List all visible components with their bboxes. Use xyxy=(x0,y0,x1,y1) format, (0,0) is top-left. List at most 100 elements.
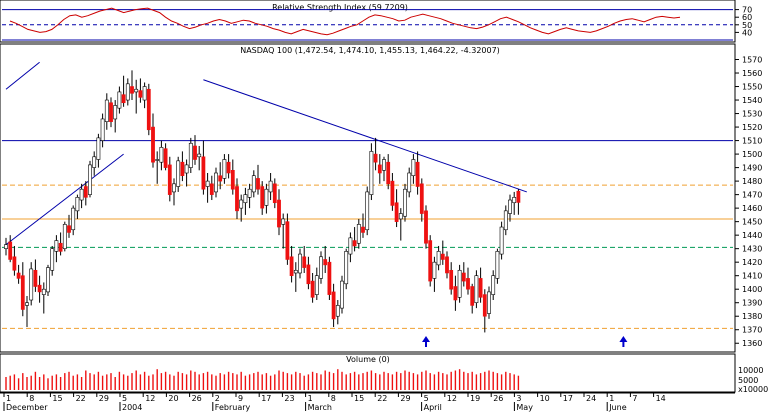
candle-body xyxy=(293,269,298,274)
candle-body xyxy=(432,261,437,279)
candle-body xyxy=(146,88,151,131)
candle-body xyxy=(130,86,134,94)
x-tick-label: 26 xyxy=(493,394,503,403)
price-tick-label: 1420 xyxy=(742,258,762,267)
price-axis: 1360 1370 1380 1390 1400 1410 1420 1430 1440 1450… xyxy=(735,56,762,348)
candle-body xyxy=(340,280,344,309)
candle-body xyxy=(58,242,63,252)
x-tick-label: 8 xyxy=(331,394,336,403)
candle-body xyxy=(12,256,17,271)
candle-body xyxy=(415,161,420,187)
candle-body xyxy=(369,151,374,195)
candle-body xyxy=(96,137,101,160)
month-label: March xyxy=(308,403,332,412)
candle-body xyxy=(209,183,214,195)
rsi-panel: Relative Strength Index (59.7209) 405060… xyxy=(0,0,752,43)
candle-body xyxy=(289,256,294,276)
candle-body xyxy=(41,288,46,295)
price-tick-label: 1400 xyxy=(742,285,762,294)
rsi-tick-label: 70 xyxy=(742,6,752,15)
candle-body xyxy=(188,142,193,168)
candle-body xyxy=(352,240,357,247)
candle-body xyxy=(503,210,508,231)
trendline xyxy=(203,79,527,193)
candle-body xyxy=(251,175,256,193)
candle-body xyxy=(377,164,382,174)
candle-body xyxy=(113,105,118,120)
candle-body xyxy=(474,275,479,304)
candle-body xyxy=(226,161,231,174)
x-tick-label: 29 xyxy=(99,394,109,403)
candle-body xyxy=(411,159,416,177)
candle-body xyxy=(512,197,517,204)
price-tick-label: 1460 xyxy=(742,204,762,213)
trendlines xyxy=(5,61,527,246)
trendline xyxy=(5,153,124,246)
candle-body xyxy=(491,275,496,295)
x-tick-label: 5 xyxy=(122,394,127,403)
candle-body xyxy=(281,218,286,225)
candle-body xyxy=(205,180,210,187)
candle-body xyxy=(71,207,76,231)
candle-body xyxy=(75,197,80,212)
candle-body xyxy=(264,188,269,206)
price-tick-label: 1510 xyxy=(742,137,762,146)
rsi-tick-label: 50 xyxy=(742,21,752,30)
x-tick-label: 3 xyxy=(516,394,521,403)
candle-body xyxy=(331,291,336,320)
x-tick-label: 12 xyxy=(145,394,155,403)
candle-body xyxy=(201,156,206,190)
candle-body xyxy=(62,224,67,249)
volume-title: Volume (0) xyxy=(346,355,390,364)
month-label: December xyxy=(6,403,48,412)
rsi-line xyxy=(9,7,681,36)
x-tick-label: 9 xyxy=(238,394,243,403)
candle-body xyxy=(466,278,470,290)
price-title: NASDAQ 100 (1,472.54, 1,474.10, 1,455.13… xyxy=(240,46,500,55)
candle-body xyxy=(361,226,365,233)
x-tick-label: 15 xyxy=(52,394,62,403)
volume-tick-label: x10000 xyxy=(738,385,768,394)
candle-body xyxy=(348,237,353,255)
price-tick-label: 1390 xyxy=(742,299,762,308)
candle-body xyxy=(310,280,315,298)
candle-body xyxy=(457,269,462,298)
candle-body xyxy=(172,183,176,193)
candle-body xyxy=(142,86,147,101)
candle-body xyxy=(8,241,13,260)
candle-body xyxy=(239,199,244,209)
month-label: June xyxy=(608,403,627,412)
candle-body xyxy=(449,269,454,290)
candle-body xyxy=(398,213,403,220)
candle-body xyxy=(499,226,504,255)
candle-body xyxy=(516,190,521,203)
x-tick-label: 22 xyxy=(377,394,387,403)
candle-body xyxy=(256,178,260,190)
candle-body xyxy=(54,240,59,252)
candle-body xyxy=(440,253,445,260)
rsi-tick-label: 40 xyxy=(742,28,752,37)
candle-body xyxy=(88,164,92,195)
candle-body xyxy=(394,202,399,222)
candle-body xyxy=(230,170,235,190)
candle-body xyxy=(117,91,122,109)
candle-body xyxy=(314,275,319,295)
candle-body xyxy=(424,210,428,244)
price-tick-label: 1560 xyxy=(742,69,762,78)
x-tick-label: 15 xyxy=(354,394,364,403)
up-arrow-icon xyxy=(422,336,430,347)
candle-body xyxy=(29,268,34,301)
x-tick-label: 19 xyxy=(470,394,480,403)
price-tick-label: 1370 xyxy=(742,326,762,335)
x-tick-label: 17 xyxy=(261,394,271,403)
candle-body xyxy=(390,180,395,206)
candle-body xyxy=(495,251,500,279)
x-tick-label: 1 xyxy=(6,394,11,403)
candle-body xyxy=(319,256,323,279)
candle-body xyxy=(46,267,50,293)
price-tick-label: 1480 xyxy=(742,177,762,186)
x-tick-label: 10 xyxy=(540,394,550,403)
price-tick-label: 1570 xyxy=(742,56,762,65)
